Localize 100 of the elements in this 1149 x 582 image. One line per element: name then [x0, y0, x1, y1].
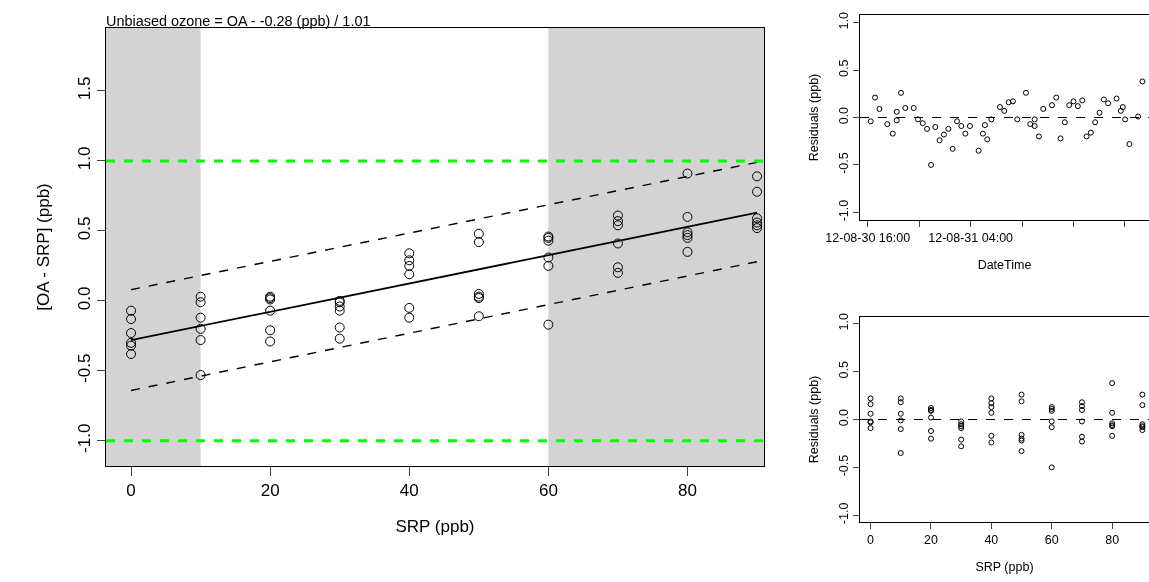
- point: [1048, 102, 1055, 109]
- point: [265, 305, 276, 316]
- point: [752, 171, 763, 182]
- point: [893, 117, 900, 124]
- point: [1078, 433, 1085, 440]
- point: [867, 118, 874, 125]
- point: [1109, 380, 1116, 387]
- point: [1014, 116, 1021, 123]
- point: [924, 125, 931, 132]
- point: [1083, 133, 1090, 140]
- point: [1139, 402, 1146, 409]
- point: [404, 255, 415, 266]
- point: [897, 410, 904, 417]
- point: [473, 228, 484, 239]
- point: [682, 246, 693, 257]
- point: [543, 235, 554, 246]
- x-tick-label: 80: [1105, 533, 1120, 548]
- point: [958, 436, 965, 443]
- point: [334, 301, 345, 312]
- x-tick-label: 20: [924, 533, 938, 548]
- point: [954, 118, 961, 125]
- point: [897, 399, 904, 406]
- y-tick-label: 0.0: [836, 408, 851, 427]
- point: [1139, 427, 1146, 434]
- point: [988, 439, 995, 446]
- point: [1066, 102, 1073, 109]
- point: [1048, 464, 1055, 471]
- point: [1078, 418, 1085, 425]
- point: [334, 322, 345, 333]
- point: [940, 131, 947, 138]
- point: [404, 248, 415, 259]
- point: [928, 161, 935, 168]
- point: [927, 428, 934, 434]
- point: [1018, 431, 1025, 438]
- point: [1109, 432, 1116, 439]
- point: [612, 238, 623, 249]
- point: [1135, 113, 1142, 120]
- point: [682, 168, 693, 179]
- point: [473, 237, 484, 248]
- point: [752, 186, 763, 197]
- point: [936, 137, 943, 144]
- y-axis-title: Residuals (ppb): [806, 375, 821, 464]
- point: [1031, 116, 1038, 123]
- point: [958, 123, 965, 130]
- y-tick-label: 1.0: [836, 313, 851, 331]
- y-tick-label: 0.5: [74, 216, 94, 241]
- point: [867, 410, 874, 417]
- y-tick-label: 1.0: [836, 11, 851, 30]
- point: [945, 125, 952, 132]
- point: [988, 400, 995, 407]
- point: [988, 395, 995, 402]
- point: [1078, 399, 1085, 406]
- point: [1061, 119, 1068, 126]
- point: [979, 130, 986, 137]
- point: [1092, 119, 1099, 126]
- point: [612, 262, 623, 273]
- y-tick-label: -1.0: [74, 423, 94, 453]
- point: [1070, 98, 1077, 105]
- point: [927, 435, 934, 442]
- point: [1078, 406, 1085, 413]
- x-tick-label: 0: [126, 480, 136, 500]
- point: [473, 311, 484, 322]
- y-tick-label: 0.0: [74, 286, 94, 311]
- point: [902, 105, 909, 112]
- point: [1018, 398, 1025, 405]
- x-tick-label: 12-08-31 04:00: [928, 231, 1014, 246]
- y-tick-label: 0.5: [836, 59, 851, 77]
- point: [1001, 107, 1008, 114]
- point: [404, 312, 415, 323]
- point: [958, 443, 965, 450]
- point: [1009, 98, 1016, 105]
- point: [543, 252, 554, 263]
- point: [682, 211, 693, 222]
- y-tick-label: 1.0: [74, 146, 94, 171]
- point: [1048, 424, 1055, 431]
- point: [1105, 100, 1112, 107]
- point: [1048, 418, 1055, 425]
- point: [1074, 103, 1081, 110]
- point: [898, 89, 905, 96]
- point: [404, 269, 415, 280]
- y-tick-label: 0.0: [836, 106, 851, 125]
- point: [126, 328, 137, 339]
- point: [126, 305, 137, 316]
- point: [195, 297, 206, 308]
- point: [404, 260, 415, 271]
- y-tick-label: -0.5: [836, 152, 851, 174]
- point: [872, 94, 879, 101]
- point: [897, 426, 904, 433]
- point: [1005, 99, 1012, 106]
- point: [867, 425, 874, 432]
- point: [1078, 403, 1085, 410]
- point: [543, 319, 554, 330]
- point: [1109, 409, 1116, 416]
- point: [195, 291, 206, 302]
- chart-title: Unbiased ozone = OA - -0.28 (ppb) / 1.01: [106, 13, 371, 29]
- point: [195, 323, 206, 334]
- point: [1100, 96, 1107, 103]
- x-tick-label: 60: [1044, 533, 1059, 548]
- point: [988, 409, 995, 416]
- x-tick-label: 20: [260, 480, 280, 500]
